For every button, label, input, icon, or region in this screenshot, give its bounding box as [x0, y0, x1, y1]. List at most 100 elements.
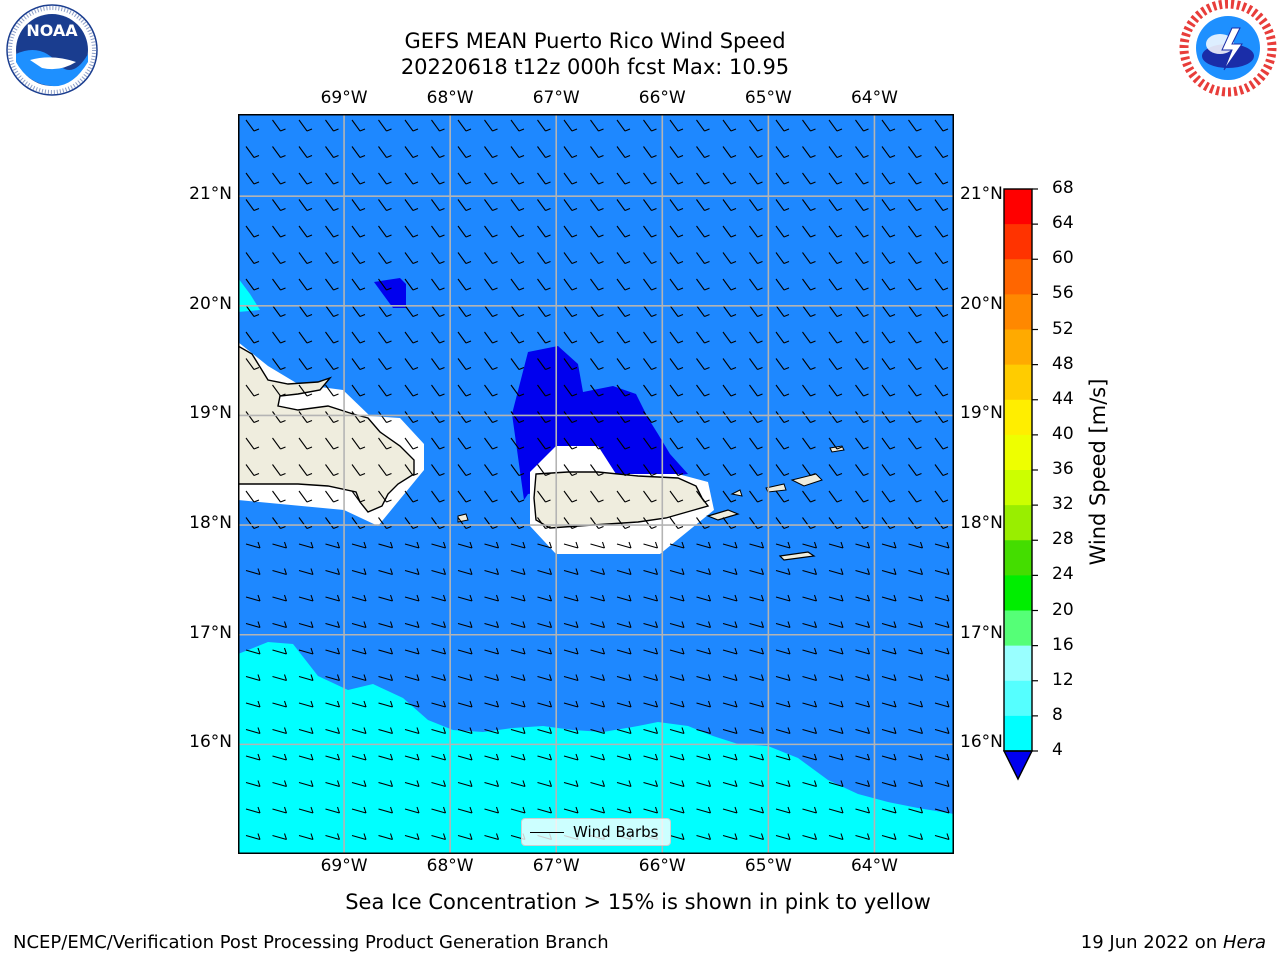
- wind-barb: [802, 780, 818, 788]
- wind-barb: [590, 384, 604, 397]
- wind-barb: [325, 647, 341, 655]
- wind-barb: [881, 199, 896, 212]
- wind-barb: [378, 305, 392, 318]
- wind-barb: [828, 490, 843, 503]
- wind-barb: [378, 331, 392, 344]
- wind-barb: [881, 464, 896, 477]
- colorbar-tick-label: 40: [1052, 423, 1074, 444]
- wind-barb: [775, 700, 791, 708]
- wind-barb: [378, 384, 392, 397]
- wind-barb: [775, 411, 790, 424]
- wind-barb: [298, 568, 314, 576]
- wind-barb: [855, 411, 869, 424]
- wind-barbs: [245, 119, 950, 841]
- wind-barb: [351, 490, 366, 503]
- wind-barb: [696, 199, 710, 212]
- wind-barb: [245, 464, 260, 477]
- title-line-2: 20220618 t12z 000h fcst Max: 10.95: [400, 55, 790, 79]
- wind-barb: [404, 305, 419, 318]
- wind-barb: [590, 252, 604, 265]
- wind-barb: [351, 594, 367, 602]
- wind-barb: [510, 490, 525, 503]
- wind-barb: [775, 541, 791, 549]
- wind-barb: [563, 119, 578, 132]
- wind-barb: [298, 674, 314, 682]
- wind-barb: [749, 753, 765, 761]
- wind-barb: [404, 647, 420, 655]
- wind-barb: [298, 331, 313, 344]
- wind-barb: [722, 331, 737, 344]
- wind-barb: [775, 119, 790, 132]
- wind-barb: [616, 780, 632, 788]
- wind-barb: [325, 437, 339, 450]
- wind-barb: [669, 278, 684, 291]
- wind-barb: [298, 172, 313, 185]
- wind-barb: [272, 674, 288, 682]
- wind-barb: [563, 568, 579, 576]
- wind-barb: [934, 594, 950, 602]
- wind-barb: [378, 647, 394, 655]
- wind-barb: [537, 278, 551, 291]
- wind-barb: [431, 437, 445, 450]
- wind-barb: [563, 517, 578, 530]
- wind-barb: [802, 278, 816, 291]
- wind-barb: [616, 358, 631, 371]
- wind-barb: [457, 594, 473, 602]
- wind-barb: [404, 384, 419, 397]
- wind-barb: [696, 517, 710, 530]
- wind-barb: [643, 199, 657, 212]
- wind-barb: [775, 517, 790, 530]
- wind-barb: [590, 490, 604, 503]
- wind-barb: [563, 146, 578, 159]
- wind-barb: [431, 647, 447, 655]
- wind-barb: [616, 647, 632, 655]
- wind-barb: [563, 411, 578, 424]
- wind-barb: [298, 594, 314, 602]
- wind-barb: [722, 305, 737, 318]
- wind-barb: [272, 753, 288, 761]
- wind-barb: [908, 517, 922, 530]
- wind-barb: [457, 674, 473, 682]
- wind-barb: [828, 225, 843, 238]
- colorbar-bin: [1004, 470, 1032, 506]
- wind-barb: [749, 833, 765, 841]
- wind-barb: [510, 753, 526, 761]
- wind-barb: [537, 384, 551, 397]
- wind-barb: [828, 305, 843, 318]
- wind-barb: [378, 568, 394, 576]
- wind-barb: [881, 727, 897, 735]
- wind-barb: [855, 305, 869, 318]
- wind-barb: [298, 278, 313, 291]
- wind-barb: [298, 647, 314, 655]
- wind-barb: [934, 119, 949, 132]
- wind-barb: [325, 119, 339, 132]
- wind-barb: [802, 384, 816, 397]
- wind-barb: [484, 647, 500, 655]
- lon-label-top: 67°W: [532, 88, 580, 108]
- wind-barb: [484, 833, 500, 841]
- wind-barb: [325, 278, 339, 291]
- wind-barb: [537, 358, 551, 371]
- wind-barb: [855, 358, 869, 371]
- wind-barb: [855, 674, 871, 682]
- wind-barb: [404, 464, 419, 477]
- wind-barb: [351, 464, 366, 477]
- wind-barb: [351, 727, 367, 735]
- colorbar-tick-label: 36: [1052, 459, 1074, 479]
- lon-label-top: 69°W: [320, 88, 368, 108]
- wind-barb: [775, 490, 790, 503]
- wind-barb: [590, 541, 606, 549]
- wind-barb: [351, 384, 366, 397]
- colorbar-tick-label: 64: [1052, 213, 1074, 234]
- wind-barb: [855, 780, 871, 788]
- wind-barb: [881, 753, 897, 761]
- wind-barb: [510, 727, 526, 735]
- wind-barb: [855, 594, 871, 602]
- wind-barb: [722, 568, 738, 576]
- wind-barb: [749, 119, 763, 132]
- wind-barb: [272, 647, 288, 655]
- wind-barb: [510, 464, 525, 477]
- wind-barb: [908, 146, 922, 159]
- wind-barb: [510, 278, 525, 291]
- colorbar-tick-label: 28: [1052, 529, 1074, 550]
